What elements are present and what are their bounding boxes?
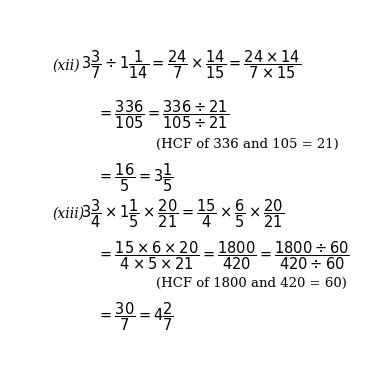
Text: (HCF of 1800 and 420 = 60): (HCF of 1800 and 420 = 60) [156, 277, 347, 290]
Text: $3\dfrac{3}{4} \times 1\dfrac{1}{5} \times \dfrac{20}{21} = \dfrac{15}{4} \times: $3\dfrac{3}{4} \times 1\dfrac{1}{5} \tim… [81, 198, 284, 230]
Text: (HCF of 336 and 105 = 21): (HCF of 336 and 105 = 21) [156, 138, 338, 151]
Text: $= \dfrac{336}{105} = \dfrac{336 \div 21}{105 \div 21}$: $= \dfrac{336}{105} = \dfrac{336 \div 21… [97, 98, 229, 130]
Text: $3\dfrac{3}{7} \div 1\dfrac{1}{14} = \dfrac{24}{7} \times \dfrac{14}{15} = \dfra: $3\dfrac{3}{7} \div 1\dfrac{1}{14} = \df… [81, 49, 301, 81]
Text: (xiii): (xiii) [52, 207, 84, 221]
Text: $= \dfrac{15 \times 6 \times 20}{4 \times 5 \times 21} = \dfrac{1800}{420} = \df: $= \dfrac{15 \times 6 \times 20}{4 \time… [97, 240, 349, 272]
Text: $= \dfrac{16}{5} = 3\dfrac{1}{5}$: $= \dfrac{16}{5} = 3\dfrac{1}{5}$ [97, 162, 174, 194]
Text: (xii): (xii) [52, 58, 80, 72]
Text: $= \dfrac{30}{7} = 4\dfrac{2}{7}$: $= \dfrac{30}{7} = 4\dfrac{2}{7}$ [97, 300, 174, 333]
